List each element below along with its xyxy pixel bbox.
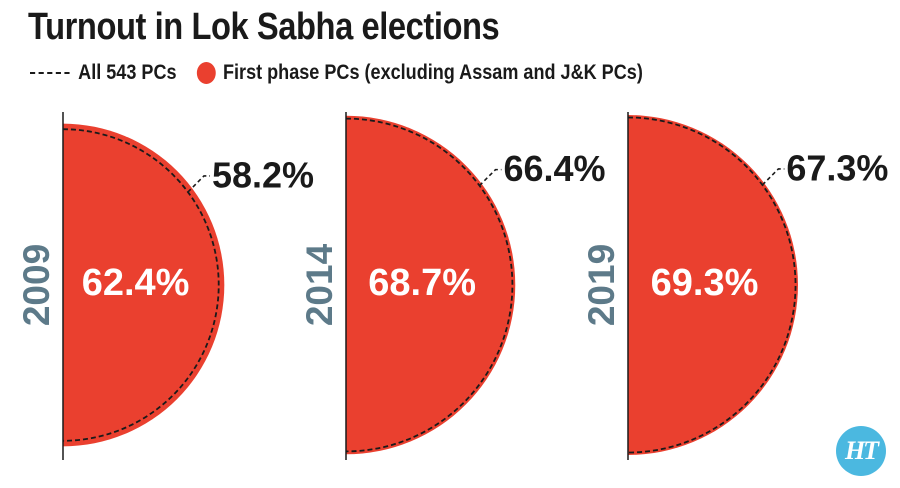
leader-line-2019	[761, 168, 785, 186]
first-phase-value-label-2009: 62.4%	[82, 262, 190, 304]
first-phase-half-circle-2009	[63, 123, 225, 447]
first-phase-value-label-2014: 68.7%	[368, 262, 476, 304]
ht-logo: HT	[836, 426, 886, 476]
leader-line-2009	[187, 175, 210, 193]
legend-label-first-phase: First phase PCs (excluding Assam and J&K…	[222, 61, 643, 84]
all-pcs-dashed-outline-2014	[345, 117, 514, 453]
all-pcs-value-label-2014: 66.4%	[503, 148, 605, 189]
all-pcs-value-label-2009: 58.2%	[212, 154, 314, 195]
all-pcs-dashed-outline-2009	[62, 128, 220, 442]
leader-line-2014	[478, 168, 502, 187]
year-label-2009: 2009	[16, 244, 57, 326]
all-pcs-dashed-outline-2019	[627, 116, 797, 454]
first-phase-value-label-2019: 69.3%	[651, 262, 759, 304]
all-pcs-value-label-2019: 67.3%	[786, 147, 888, 188]
chart-title: Turnout in Lok Sabha elections	[28, 6, 500, 48]
legend-red-dot-icon	[197, 62, 217, 84]
year-label-2014: 2014	[299, 243, 340, 326]
legend-dashed-line-icon	[30, 72, 70, 74]
first-phase-half-circle-2014	[346, 115, 516, 455]
first-phase-half-circle-2019	[628, 115, 798, 455]
legend-label-all-pcs: All 543 PCs	[78, 61, 177, 84]
year-label-2019: 2019	[581, 244, 622, 326]
legend: All 543 PCs First phase PCs (excluding A…	[30, 60, 643, 86]
